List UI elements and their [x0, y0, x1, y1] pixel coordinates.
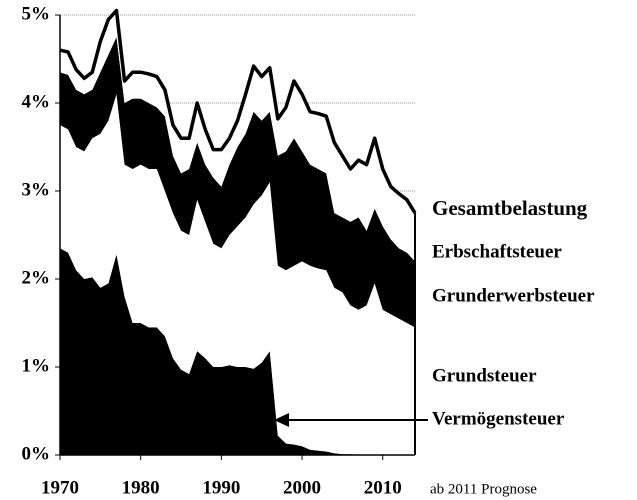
arrow-head: [274, 413, 289, 427]
x-tick-label: 2000: [283, 477, 321, 498]
area: [60, 94, 415, 455]
legend-label: Grundsteuer: [432, 365, 537, 386]
legend-label: Grunderwerbsteuer: [432, 285, 595, 306]
x-tick-label: 2010: [364, 477, 402, 498]
y-tick-label: 2%: [22, 267, 51, 288]
y-tick-label: 0%: [22, 443, 51, 464]
x-tick-label: 1980: [122, 477, 160, 498]
legend-label: Erbschaftsteuer: [432, 241, 562, 262]
y-tick-label: 5%: [22, 3, 51, 24]
y-tick-label: 1%: [22, 355, 51, 376]
area: [60, 37, 415, 328]
area: [60, 10, 415, 262]
y-tick-label: 3%: [22, 179, 51, 200]
total-label: Gesamtbelastung: [432, 196, 588, 220]
x-tick-label: 1970: [41, 477, 79, 498]
note: ab 2011 Prognose: [430, 481, 537, 497]
y-tick-label: 4%: [22, 91, 51, 112]
area: [60, 248, 415, 455]
x-tick-label: 1990: [202, 477, 240, 498]
legend-label: Vermögensteuer: [432, 408, 565, 429]
total-line: [59, 8, 417, 214]
